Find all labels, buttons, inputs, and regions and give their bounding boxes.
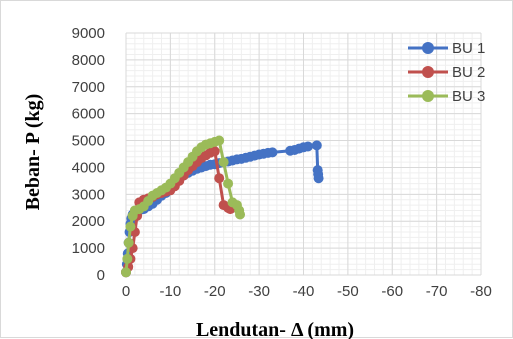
legend-marker: [422, 42, 434, 54]
legend-entry: BU 1: [408, 40, 485, 57]
y-tick-label: 5000: [72, 133, 105, 150]
x-tick-label: -30: [248, 283, 270, 300]
series-bu-3: [121, 135, 246, 278]
legend: BU 1 BU 2 BU 3: [408, 40, 485, 105]
data-point: [267, 147, 278, 158]
data-point: [214, 173, 225, 184]
y-tick-label: 3000: [72, 186, 105, 203]
legend-label: BU 3: [452, 88, 485, 105]
x-tick-label: -70: [426, 283, 448, 300]
data-point: [235, 209, 246, 220]
x-tick-label: -40: [293, 283, 315, 300]
x-tick-label: -20: [204, 283, 226, 300]
data-point: [125, 221, 136, 232]
data-point: [122, 253, 133, 264]
x-tick-label: -10: [160, 283, 182, 300]
y-tick-label: 6000: [72, 106, 105, 123]
legend-entry: BU 3: [408, 88, 485, 105]
y-tick-labels: 0 1000 2000 3000 4000 5000 6000 7000 8000 9000: [72, 25, 105, 284]
legend-marker: [422, 66, 434, 78]
data-point: [209, 146, 220, 157]
legend-marker: [422, 90, 434, 102]
legend-label: BU 1: [452, 40, 485, 57]
data-point: [123, 237, 134, 248]
y-tick-label: 9000: [72, 25, 105, 42]
y-tick-label: 7000: [72, 79, 105, 96]
series-layer: [121, 135, 324, 278]
x-tick-labels: 0 -10 -20 -30 -40 -50 -60 -70 -80: [122, 283, 492, 300]
data-point: [311, 140, 322, 151]
y-tick-label: 1000: [72, 240, 105, 257]
y-axis-title: Beban- P (kg): [22, 94, 44, 211]
y-tick-label: 0: [97, 267, 105, 284]
data-point: [218, 157, 229, 168]
major-gridlines: [125, 32, 482, 276]
y-tick-label: 2000: [72, 213, 105, 230]
x-axis-title: Lendutan- Δ (mm): [196, 319, 354, 339]
legend-label: BU 2: [452, 64, 485, 81]
data-point: [313, 173, 324, 184]
y-tick-label: 8000: [72, 52, 105, 69]
data-point: [121, 267, 131, 278]
y-tick-label: 4000: [72, 159, 105, 176]
x-tick-label: -60: [381, 283, 403, 300]
x-tick-label: -50: [337, 283, 359, 300]
legend-entry: BU 2: [408, 64, 485, 81]
data-point: [223, 178, 234, 189]
x-tick-label: 0: [122, 283, 130, 300]
data-point: [214, 135, 225, 146]
data-point: [302, 141, 313, 152]
x-tick-label: -80: [470, 283, 492, 300]
